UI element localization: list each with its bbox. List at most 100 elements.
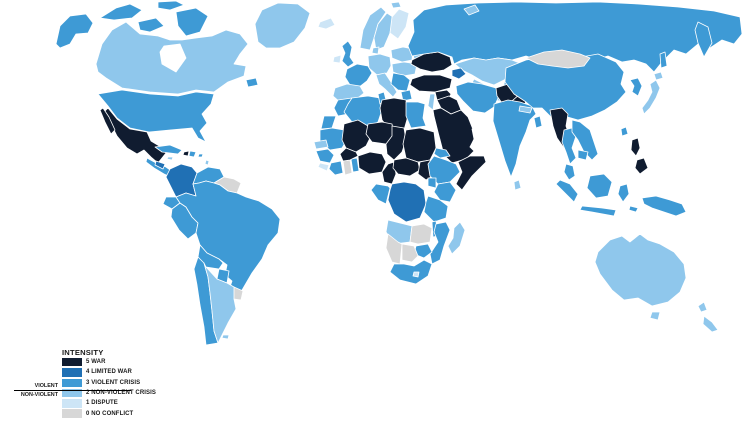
region-argentina: [203, 262, 242, 344]
region-ireland: [332, 54, 342, 64]
legend-title: INTENSITY: [62, 348, 104, 357]
region-novaya-zemlya: [463, 4, 480, 16]
region-falklands: [221, 334, 230, 340]
region-senegal: [313, 139, 329, 150]
legend-label-3: 3 VIOLENT CRISIS: [86, 379, 141, 386]
region-sierra-leone-liberia: [317, 162, 330, 172]
region-finland: [389, 8, 410, 40]
legend-violence-divider: [14, 389, 131, 392]
region-central-african-republic: [392, 157, 421, 177]
region-eritrea: [433, 147, 451, 159]
legend-label-5: 5 WAR: [86, 359, 106, 366]
region-japan: [641, 79, 661, 115]
region-dominican-republic: [188, 150, 197, 158]
region-bangladesh: [533, 115, 543, 129]
legend-swatch-5: [62, 357, 82, 367]
region-ghana: [342, 159, 353, 176]
region-honduras: [154, 160, 166, 170]
region-new-zealand-south: [702, 315, 719, 333]
region-egypt: [405, 101, 427, 129]
region-somalia: [455, 155, 487, 191]
region-iceland: [317, 17, 336, 30]
region-jamaica: [166, 156, 174, 161]
region-uk: [341, 40, 355, 68]
legend-swatch-2: [62, 388, 82, 398]
region-tasmania: [649, 311, 661, 321]
region-malaysia: [563, 163, 576, 181]
region-mali: [341, 119, 373, 153]
region-romania-hungary: [391, 61, 418, 77]
legend-items: 5 WAR 4 LIMITED WAR 3 VIOLENT CRISIS 2 NON-…: [62, 357, 156, 419]
region-caucasus: [451, 67, 467, 80]
legend-label-1: 1 DISPUTE: [86, 400, 118, 407]
region-kamchatka: [694, 21, 713, 58]
region-india: [492, 99, 537, 178]
region-cote-divoire: [328, 160, 344, 176]
region-java: [579, 205, 617, 217]
region-tanzania: [423, 195, 449, 223]
region-oman-uae: [469, 128, 481, 148]
region-greenland: [254, 2, 311, 49]
region-greece: [400, 89, 413, 102]
region-botswana: [401, 243, 419, 263]
region-lesotho: [412, 271, 420, 278]
region-sri-lanka: [513, 179, 522, 191]
region-australia: [594, 233, 687, 307]
region-western-sahara: [320, 115, 337, 130]
region-nepal-bhutan: [518, 105, 533, 114]
region-philippines-mindanao: [634, 157, 649, 175]
region-dr-congo: [387, 181, 427, 223]
region-mexico-baja: [99, 107, 116, 135]
region-cuba: [154, 144, 183, 155]
legend-group-nonviolent-label: NON-VIOLENT: [20, 392, 58, 398]
region-madagascar: [447, 221, 466, 255]
region-norway: [359, 6, 387, 51]
legend-swatch-1: [62, 399, 82, 408]
region-brazil: [175, 180, 281, 302]
region-uganda: [427, 177, 437, 189]
region-south-africa: [389, 259, 433, 285]
region-sulawesi: [617, 183, 630, 203]
region-philippines-luzon: [630, 137, 641, 157]
region-new-zealand-north: [697, 301, 708, 313]
region-uruguay: [233, 286, 244, 301]
legend-swatch-0: [62, 409, 82, 418]
region-levant: [427, 93, 436, 111]
legend-label-0: 0 NO CONFLICT: [86, 410, 134, 417]
region-hokkaido: [653, 71, 664, 81]
region-sakhalin: [659, 51, 668, 69]
legend-swatch-3: [62, 378, 82, 387]
region-turkey: [409, 74, 453, 93]
region-congo-gabon: [370, 183, 391, 205]
legend-item-0: 0 NO CONFLICT: [62, 408, 156, 418]
region-usa: [97, 89, 215, 143]
region-kenya: [433, 181, 457, 203]
region-canadian-arctic: [175, 7, 209, 37]
legend-item-1: 1 DISPUTE: [62, 398, 156, 408]
region-sudan: [402, 127, 437, 163]
region-new-guinea: [641, 195, 687, 217]
region-svalbard: [390, 1, 402, 9]
legend-swatch-4: [62, 368, 82, 377]
legend-group-violent-label: VIOLENT: [34, 383, 58, 389]
region-haiti: [182, 150, 190, 157]
region-alaska: [55, 13, 94, 49]
region-sumatra: [555, 179, 579, 203]
legend-label-2: 2 NON-VIOLENT CRISIS: [86, 390, 157, 397]
region-taiwan: [620, 126, 629, 137]
legend-item-3: 3 VIOLENT CRISIS: [62, 378, 156, 388]
region-timor: [628, 205, 639, 213]
region-laos-vietnam: [571, 119, 599, 161]
region-iran: [455, 81, 500, 114]
region-koreas: [629, 77, 643, 97]
region-newfoundland: [245, 77, 259, 88]
legend-item-2: 2 NON-VIOLENT CRISIS: [62, 388, 156, 398]
region-zambia: [409, 223, 433, 245]
region-cameroon: [381, 161, 397, 185]
region-nigeria: [357, 151, 387, 175]
region-denmark: [371, 46, 380, 55]
region-borneo: [586, 173, 613, 199]
region-canadian-arctic: [99, 3, 143, 21]
